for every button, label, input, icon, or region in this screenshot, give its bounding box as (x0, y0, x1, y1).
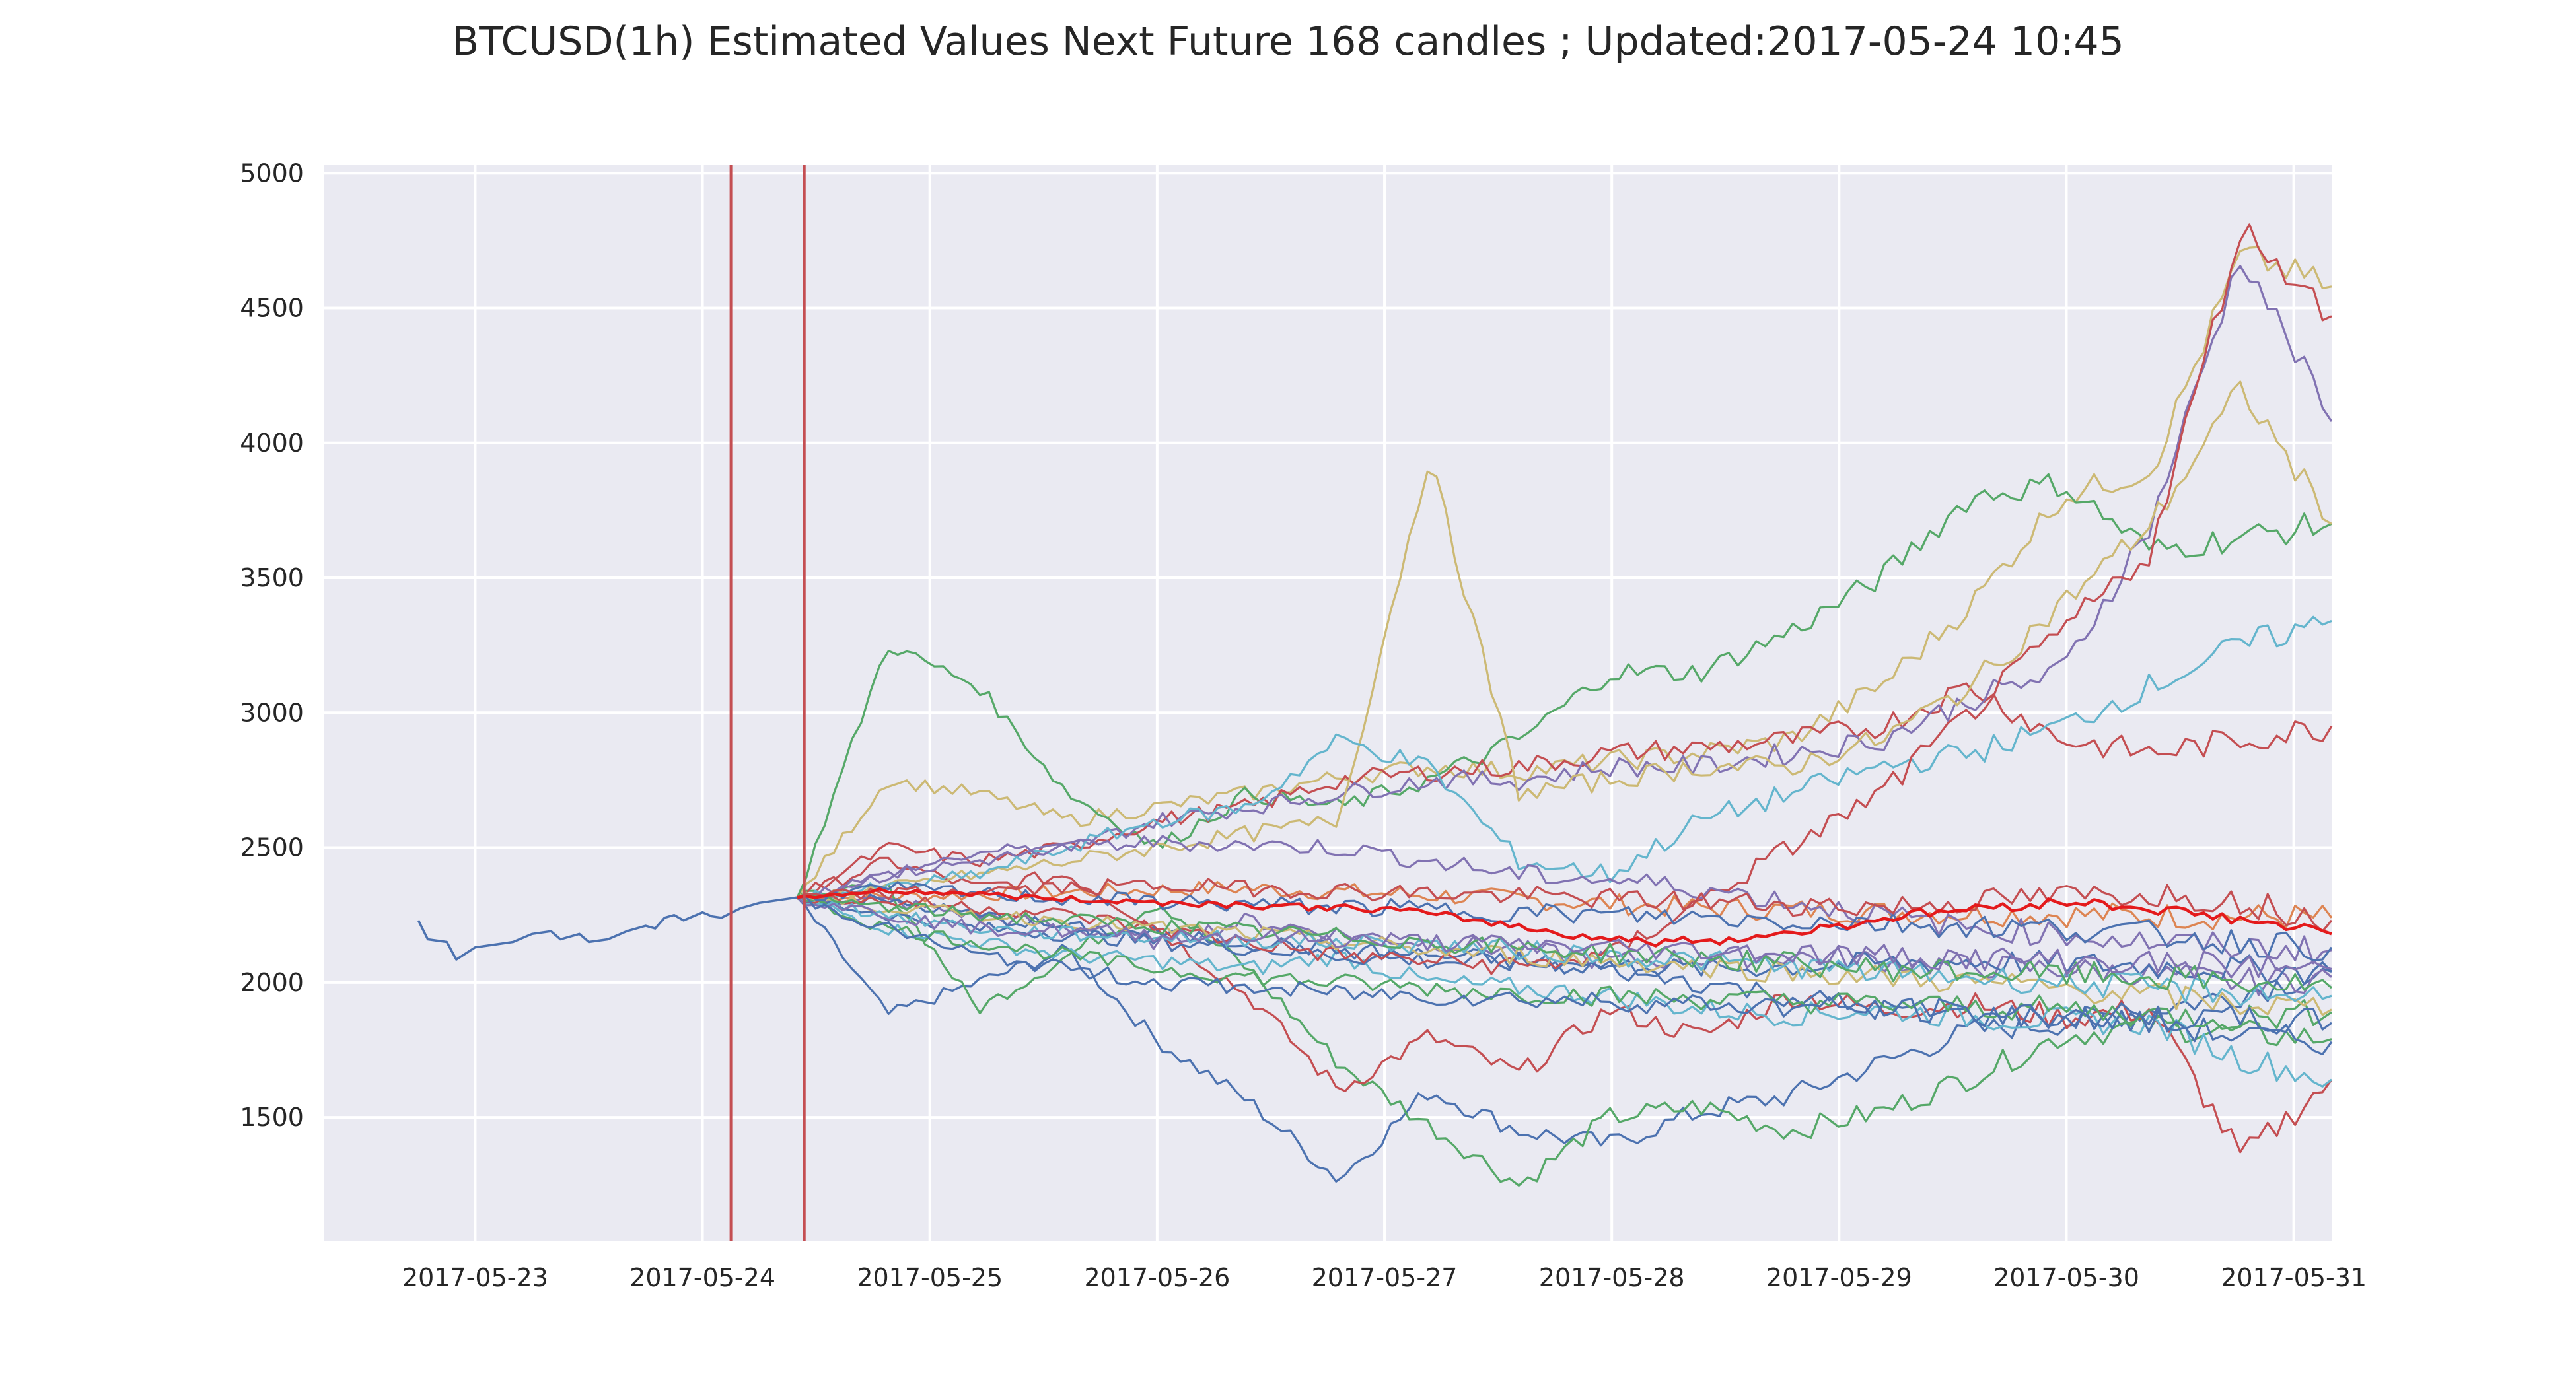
forecast-line-22 (797, 878, 2333, 932)
x-tick-label: 2017-05-30 (1993, 1263, 2139, 1292)
forecast-line-19 (797, 896, 2332, 1006)
x-tick-label: 2017-05-29 (1766, 1263, 1912, 1292)
forecast-line-1 (797, 880, 2333, 930)
forecast-line-17 (797, 835, 2332, 965)
forecast-line-21 (797, 892, 2333, 993)
series-layer (417, 223, 2333, 1187)
x-tick-label: 2017-05-23 (402, 1263, 548, 1292)
chart-title: BTCUSD(1h) Estimated Values Next Future … (452, 18, 2124, 65)
forecast-line-4 (797, 856, 2333, 1154)
y-axis-ticks: 1500 2000 2500 3000 3500 4000 4500 5000 (240, 158, 304, 1132)
y-tick-label: 5000 (240, 158, 304, 188)
x-tick-label: 2017-05-27 (1312, 1263, 1458, 1292)
x-tick-label: 2017-05-26 (1084, 1263, 1230, 1292)
forecast-line-12 (797, 380, 2332, 903)
y-tick-label: 1500 (240, 1103, 304, 1132)
mean-forecast-line (797, 887, 2332, 948)
x-tick-label: 2017-05-25 (857, 1263, 1003, 1292)
forecast-line-3 (797, 883, 2332, 1187)
x-axis-ticks: 2017-05-23 2017-05-24 2017-05-25 2017-05-26… (402, 1263, 2367, 1292)
forecast-line-13 (797, 615, 2332, 904)
x-tick-label: 2017-05-31 (2221, 1263, 2367, 1292)
x-tick-label: 2017-05-28 (1539, 1263, 1685, 1292)
forecast-line-11 (797, 265, 2333, 899)
forecast-line-7 (797, 896, 2332, 1088)
grid (324, 165, 2332, 1241)
y-tick-label: 2500 (240, 833, 304, 862)
y-tick-label: 2000 (240, 968, 304, 997)
history-line (417, 896, 798, 961)
forecast-line-10 (797, 682, 2333, 899)
forecast-line-24 (797, 895, 2332, 1033)
y-tick-label: 3500 (240, 563, 304, 592)
forecast-line-9 (796, 473, 2332, 898)
y-tick-label: 4500 (240, 294, 304, 323)
y-tick-label: 4000 (240, 429, 304, 458)
forecast-line-23 (796, 896, 2332, 979)
y-tick-label: 3000 (240, 698, 304, 727)
x-tick-label: 2017-05-24 (629, 1263, 775, 1292)
forecast-line-15 (797, 896, 2332, 1030)
plot-area (324, 165, 2332, 1241)
forecast-line-8 (797, 893, 2333, 986)
vertical-markers (729, 165, 806, 1241)
